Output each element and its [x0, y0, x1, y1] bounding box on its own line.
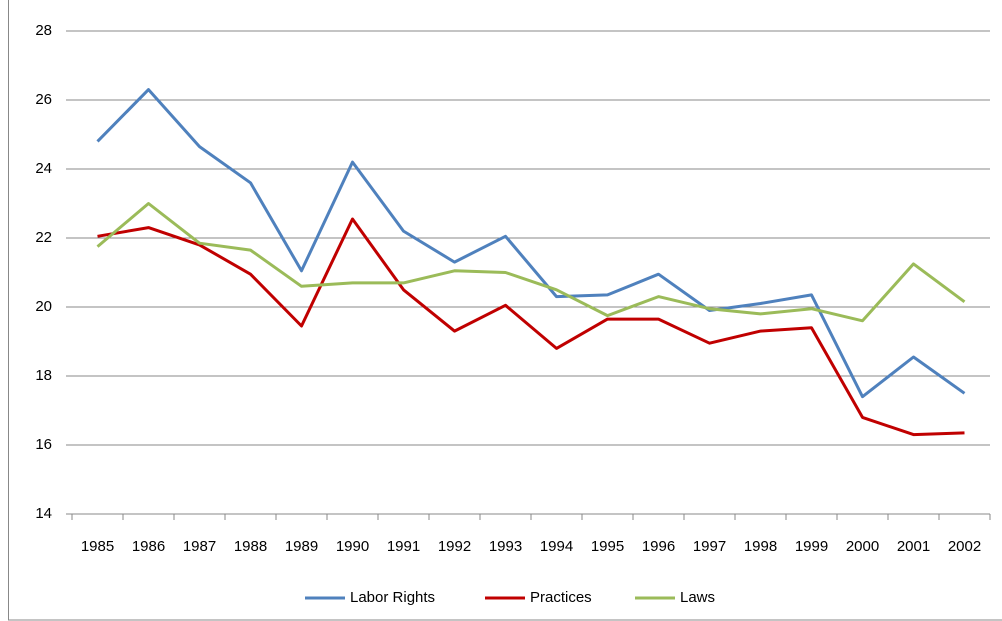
y-tick-label: 28 — [35, 22, 52, 39]
chart-frame — [8, 0, 1002, 621]
legend-label: Practices — [530, 589, 592, 606]
x-tick-label: 1997 — [693, 538, 726, 555]
y-tick-label: 16 — [35, 436, 52, 453]
x-tick-label: 1994 — [540, 538, 573, 555]
x-tick-label: 1991 — [387, 538, 420, 555]
legend-label: Labor Rights — [350, 589, 435, 606]
y-tick-label: 14 — [35, 505, 52, 522]
x-tick-label: 2000 — [846, 538, 879, 555]
x-tick-label: 1998 — [744, 538, 777, 555]
series-line — [96, 88, 966, 399]
x-tick-label: 1996 — [642, 538, 675, 555]
y-tick-label: 20 — [35, 298, 52, 315]
x-tick-label: 2002 — [948, 538, 981, 555]
x-tick-label: 1992 — [438, 538, 471, 555]
x-tick-label: 1987 — [183, 538, 216, 555]
y-tick-label: 24 — [35, 160, 52, 177]
series-line — [97, 217, 965, 437]
y-tick-label: 18 — [35, 367, 52, 384]
x-tick-label: 1999 — [795, 538, 828, 555]
x-tick-label: 1985 — [81, 538, 114, 555]
x-tick-label: 1990 — [336, 538, 369, 555]
series-line — [96, 202, 966, 323]
x-tick-label: 1993 — [489, 538, 522, 555]
x-tick-label: 1986 — [132, 538, 165, 555]
x-tick-label: 1988 — [234, 538, 267, 555]
y-tick-label: 22 — [35, 229, 52, 246]
x-tick-label: 1989 — [285, 538, 318, 555]
x-tick-label: 1995 — [591, 538, 624, 555]
x-tick-label: 2001 — [897, 538, 930, 555]
legend-label: Laws — [680, 589, 715, 606]
y-tick-label: 26 — [35, 91, 52, 108]
